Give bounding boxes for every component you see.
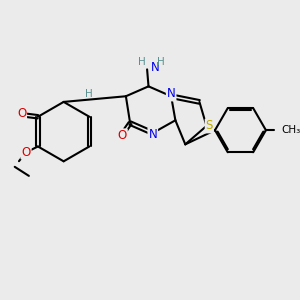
Text: N: N <box>148 128 157 141</box>
Text: H: H <box>138 57 146 67</box>
Text: N: N <box>151 61 160 74</box>
Text: H: H <box>85 89 92 99</box>
Text: O: O <box>21 146 31 159</box>
Text: O: O <box>17 107 26 120</box>
Text: CH₃: CH₃ <box>281 125 300 135</box>
Text: O: O <box>118 129 127 142</box>
Text: N: N <box>167 88 176 100</box>
Text: S: S <box>206 119 213 133</box>
Text: H: H <box>158 57 165 67</box>
